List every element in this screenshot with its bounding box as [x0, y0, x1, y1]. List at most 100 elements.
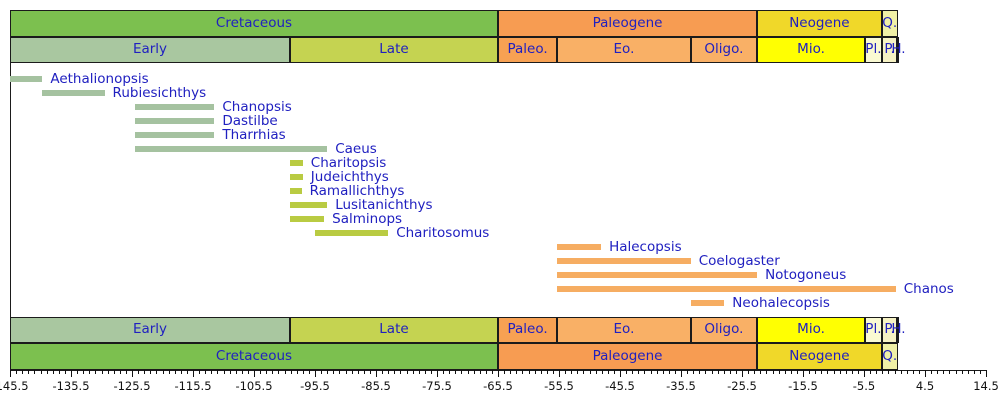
axis-minor-tick — [565, 370, 567, 374]
taxon-label-charitopsis[interactable]: Charitopsis — [310, 155, 387, 171]
taxon-label-coelogaster[interactable]: Coelogaster — [698, 253, 780, 269]
axis-minor-tick — [601, 370, 603, 374]
axis-minor-tick — [906, 370, 908, 374]
axis-major-tick — [193, 370, 194, 377]
axis-minor-tick — [168, 370, 170, 374]
axis-minor-tick — [272, 370, 274, 374]
axis-minor-tick — [766, 370, 768, 374]
taxon-label-rubiesichthys[interactable]: Rubiesichthys — [112, 85, 207, 101]
axis-minor-tick — [302, 370, 304, 374]
top-period-label: Cretaceous — [215, 14, 293, 31]
taxon-range-bar — [10, 76, 43, 82]
axis-minor-tick — [16, 370, 18, 374]
taxon-label-chanopsis[interactable]: Chanopsis — [222, 99, 292, 115]
axis-minor-tick — [156, 370, 158, 374]
axis-minor-tick — [260, 370, 262, 374]
axis-tick-label: -35.5 — [666, 379, 696, 393]
bottom-epoch-label: Pl. — [865, 321, 882, 338]
axis-minor-tick — [735, 370, 737, 374]
axis-minor-tick — [851, 370, 853, 374]
axis-minor-tick — [870, 370, 872, 374]
axis-minor-tick — [644, 370, 646, 374]
axis-minor-tick — [595, 370, 597, 374]
top-epoch-label: Eo. — [613, 41, 635, 58]
top-epoch-label: Paleo. — [507, 41, 548, 58]
axis-minor-tick — [461, 370, 463, 374]
axis-major-tick — [376, 370, 377, 377]
axis-minor-tick — [388, 370, 390, 374]
bottom-epoch-label: Oligo. — [704, 321, 744, 338]
axis-minor-tick — [723, 370, 725, 374]
taxon-label-halecopsis[interactable]: Halecopsis — [609, 239, 682, 255]
axis-minor-tick — [833, 370, 835, 374]
top-epoch-cell-h: H. — [891, 37, 906, 63]
axis-major-tick — [498, 370, 499, 377]
axis-minor-tick — [754, 370, 756, 374]
axis-major-tick — [742, 370, 743, 377]
axis-minor-tick — [113, 370, 115, 374]
taxon-label-caeus[interactable]: Caeus — [335, 141, 377, 157]
axis-minor-tick — [46, 370, 48, 374]
axis-minor-tick — [949, 370, 951, 374]
axis-minor-tick — [729, 370, 731, 374]
axis-minor-tick — [22, 370, 24, 374]
axis-minor-tick — [961, 370, 963, 374]
axis-minor-tick — [473, 370, 475, 374]
taxon-label-aethalionopsis[interactable]: Aethalionopsis — [50, 71, 149, 87]
bottom-epoch-label: Paleo. — [507, 321, 548, 338]
axis-minor-tick — [918, 370, 920, 374]
axis-minor-tick — [552, 370, 554, 374]
axis-minor-tick — [95, 370, 97, 374]
axis-minor-tick — [827, 370, 829, 374]
axis-minor-tick — [333, 370, 335, 374]
axis-tick-label: -85.5 — [361, 379, 391, 393]
axis-minor-tick — [546, 370, 548, 374]
axis-minor-tick — [34, 370, 36, 374]
taxon-range-bar — [289, 174, 303, 180]
taxon-label-tharrhias[interactable]: Tharrhias — [222, 127, 286, 143]
axis-minor-tick — [943, 370, 945, 374]
axis-minor-tick — [339, 370, 341, 374]
axis-minor-tick — [382, 370, 384, 374]
axis-minor-tick — [150, 370, 152, 374]
axis-minor-tick — [241, 370, 243, 374]
axis-minor-tick — [217, 370, 219, 374]
axis-tick-label: -95.5 — [300, 379, 330, 393]
taxon-label-judeichthys[interactable]: Judeichthys — [310, 169, 389, 185]
taxon-label-ramallichthys[interactable]: Ramallichthys — [309, 183, 405, 199]
axis-minor-tick — [571, 370, 573, 374]
taxon-range-bar — [42, 90, 105, 96]
top-period-label: Neogene — [789, 14, 850, 31]
axis-minor-tick — [668, 370, 670, 374]
taxon-range-bar — [557, 286, 896, 292]
axis-minor-tick — [125, 370, 127, 374]
axis-minor-tick — [308, 370, 310, 374]
axis-minor-tick — [516, 370, 518, 374]
bottom-epoch-cell-pl: Pl. — [865, 317, 882, 343]
axis-minor-tick — [394, 370, 396, 374]
axis-minor-tick — [174, 370, 176, 374]
taxon-label-charitosomus[interactable]: Charitosomus — [396, 225, 490, 241]
taxon-label-neohalecopsis[interactable]: Neohalecopsis — [732, 295, 830, 311]
top-period-cell-neogene: Neogene — [757, 10, 882, 37]
axis-minor-tick — [772, 370, 774, 374]
bottom-epoch-label: Late — [379, 321, 409, 338]
taxon-label-chanos[interactable]: Chanos — [903, 281, 954, 297]
axis-minor-tick — [717, 370, 719, 374]
top-epoch-cell-late: Late — [289, 37, 498, 63]
top-period-cell-paleogene: Paleogene — [498, 10, 758, 37]
bottom-epoch-label: H. — [891, 321, 906, 338]
taxon-range-bar — [557, 258, 691, 264]
taxon-label-notogoneus[interactable]: Notogoneus — [765, 267, 847, 283]
bottom-period-cell-q: Q. — [881, 343, 898, 370]
taxon-label-lusitanichthys[interactable]: Lusitanichthys — [335, 197, 433, 213]
taxon-label-salminops[interactable]: Salminops — [332, 211, 403, 227]
axis-minor-tick — [211, 370, 213, 374]
top-epoch-label: Oligo. — [704, 41, 744, 58]
axis-minor-tick — [290, 370, 292, 374]
axis-major-tick — [986, 370, 987, 377]
axis-minor-tick — [162, 370, 164, 374]
chart-left-frame-line — [10, 10, 11, 370]
axis-minor-tick — [888, 370, 890, 374]
taxon-label-dastilbe[interactable]: Dastilbe — [222, 113, 278, 129]
